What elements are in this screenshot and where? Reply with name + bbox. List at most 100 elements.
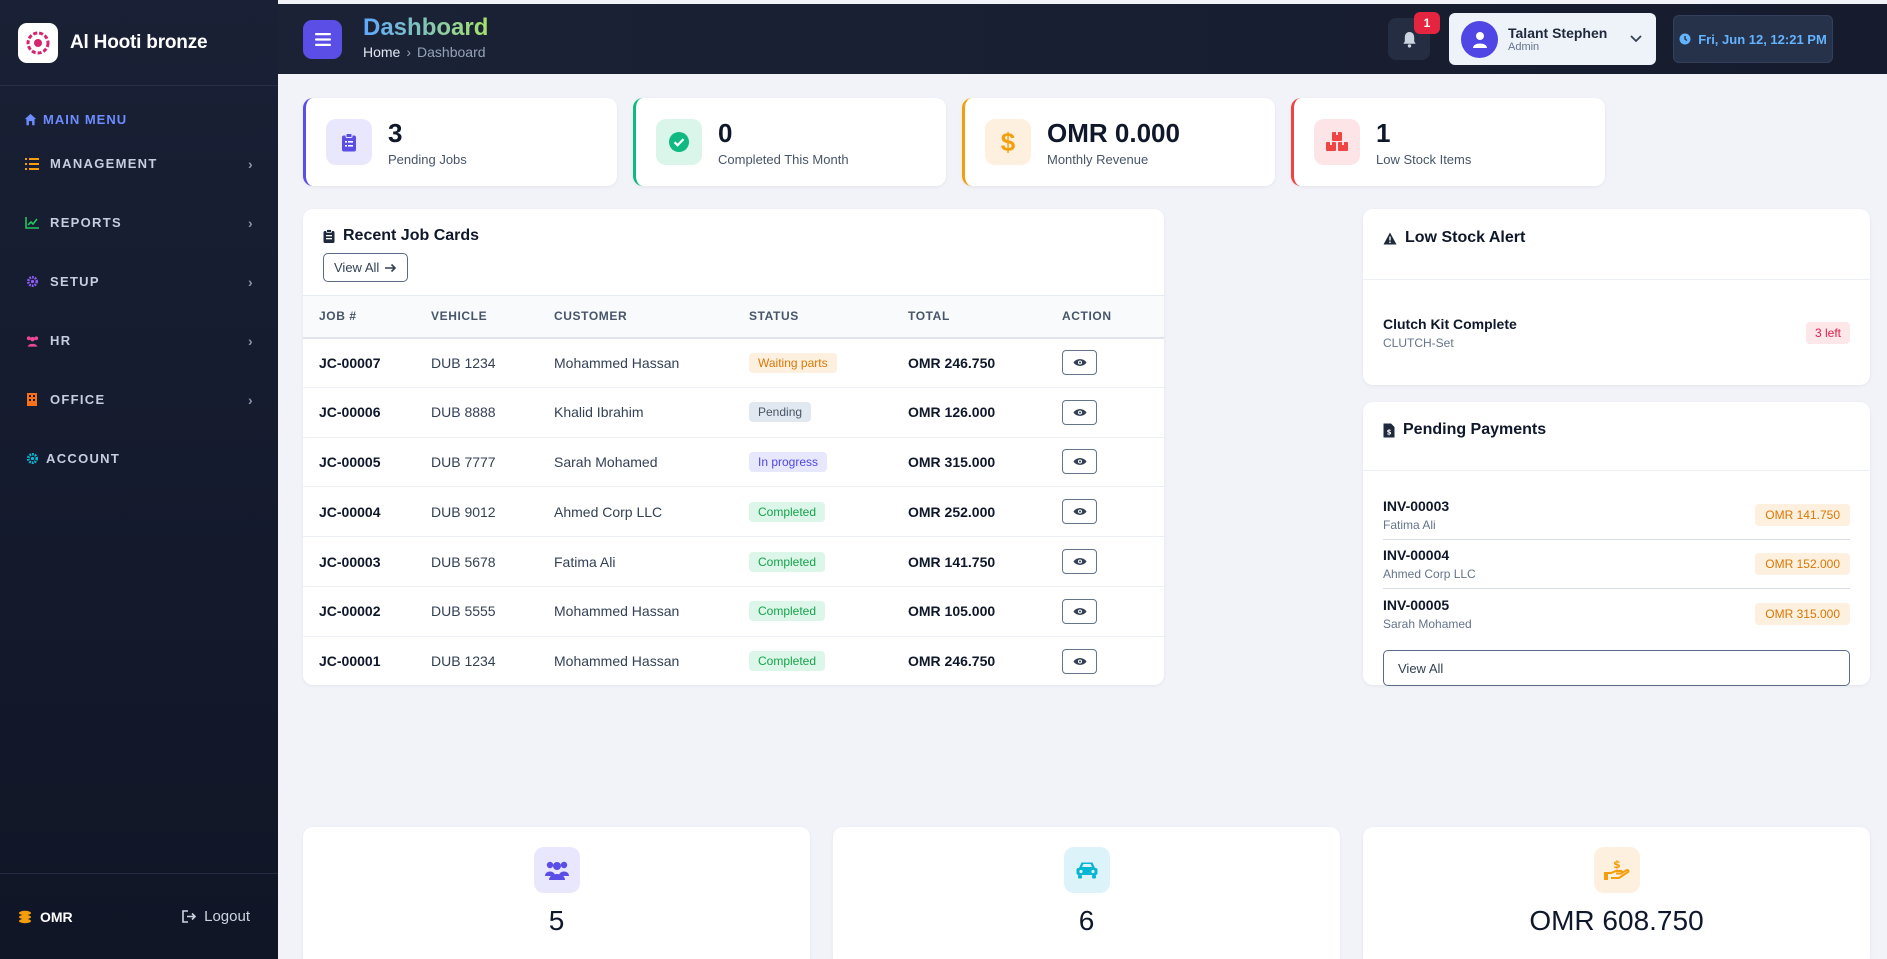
- panel-header: Low Stock Alert: [1363, 209, 1870, 280]
- stat-label: Pending Jobs: [388, 151, 467, 167]
- table-row[interactable]: JC-00003 DUB 5678 Fatima Ali Completed O…: [303, 536, 1164, 587]
- column-header[interactable]: VEHICLE: [431, 295, 554, 339]
- sidebar-item-management[interactable]: MANAGEMENT ›: [0, 134, 278, 193]
- chevron-right-icon: ›: [248, 214, 254, 231]
- bell-icon: [1402, 31, 1416, 48]
- table-row[interactable]: JC-00005 DUB 7777 Sarah Mohamed In progr…: [303, 437, 1164, 488]
- kpi-value: OMR 608.750: [1529, 905, 1704, 936]
- view-job-button[interactable]: [1062, 350, 1097, 376]
- view-all-jobs-button[interactable]: View All: [323, 253, 409, 282]
- kpi-value: 5: [548, 905, 565, 936]
- recent-job-cards-panel: Recent Job Cards View All JOB # VEHICLE …: [303, 209, 1164, 685]
- view-job-button[interactable]: [1062, 499, 1097, 525]
- status-badge: In progress: [749, 451, 828, 472]
- view-all-payments-button[interactable]: View All: [1383, 650, 1850, 686]
- view-job-button[interactable]: [1062, 598, 1097, 624]
- table-row[interactable]: JC-00002 DUB 5555 Mohammed Hassan Comple…: [303, 586, 1164, 637]
- status-cell: Waiting parts: [749, 337, 908, 388]
- job-cards-table: JOB # VEHICLE CUSTOMER STATUS TOTAL ACTI…: [303, 295, 1164, 685]
- status-cell: Completed: [749, 536, 908, 587]
- invoice-amount-badge: OMR 141.750: [1755, 504, 1850, 526]
- breadcrumb-home-link[interactable]: Home: [363, 44, 401, 60]
- column-header[interactable]: TOTAL: [908, 295, 1062, 339]
- breadcrumb: Home › Dashboard: [363, 44, 488, 60]
- job-total: OMR 246.750: [908, 653, 996, 670]
- view-job-button[interactable]: [1062, 449, 1097, 475]
- eye-icon: [1073, 359, 1086, 367]
- clock-icon: [1679, 33, 1691, 45]
- chart-line-icon: [24, 215, 40, 231]
- sidebar-item-label: ACCOUNT: [46, 451, 121, 466]
- column-header[interactable]: CUSTOMER: [554, 295, 749, 339]
- stat-label: Completed This Month: [718, 151, 849, 167]
- status-badge: Waiting parts: [749, 352, 837, 373]
- list-item[interactable]: INV-00005 Sarah Mohamed OMR 315.000: [1383, 589, 1850, 638]
- dollar-icon: $: [985, 119, 1031, 165]
- panel-title-text: Recent Job Cards: [343, 227, 480, 244]
- sidebar-item-setup[interactable]: SETUP ›: [0, 252, 278, 311]
- svg-text:$: $: [1387, 428, 1392, 436]
- sidebar-item-account[interactable]: ACCOUNT: [0, 429, 278, 488]
- vehicle-plate: DUB 1234: [431, 653, 496, 670]
- job-total: OMR 126.000: [908, 387, 1062, 438]
- view-job-button[interactable]: [1062, 549, 1097, 575]
- list-item[interactable]: Clutch Kit Complete CLUTCH-Set 3 left: [1363, 280, 1870, 350]
- sidebar-item-reports[interactable]: REPORTS ›: [0, 193, 278, 252]
- user-menu-button[interactable]: Talant Stephen Admin: [1449, 13, 1656, 65]
- table-row[interactable]: JC-00001 DUB 1234 Mohammed Hassan Comple…: [303, 636, 1164, 685]
- chevron-right-icon: ›: [248, 273, 254, 290]
- coins-icon: [19, 910, 31, 923]
- page-title: Dashboard: [363, 14, 489, 41]
- column-header[interactable]: STATUS: [749, 295, 908, 339]
- pending-payments-panel: $ Pending Payments INV-00003 Fatima Ali …: [1363, 402, 1870, 686]
- job-number: JC-00006: [303, 387, 431, 438]
- gear-icon: [24, 274, 40, 290]
- building-icon: [24, 392, 40, 408]
- sidebar: Al Hooti bronze MAIN MENU MANAGEMENT › R…: [0, 0, 278, 959]
- status-badge: Completed: [749, 601, 826, 622]
- panel-title: Recent Job Cards: [323, 227, 1144, 245]
- panel-title-text: Low Stock Alert: [1405, 229, 1526, 246]
- top-bar: Dashboard Home › Dashboard 1 Talant Step…: [278, 4, 1887, 74]
- gear-icon: [24, 451, 40, 467]
- panel-title: $ Pending Payments: [1383, 421, 1850, 439]
- stock-item-name: Clutch Kit Complete: [1383, 316, 1517, 332]
- currency-label: OMR: [40, 908, 73, 925]
- users-icon: [533, 847, 580, 893]
- status-badge: Completed: [749, 501, 826, 522]
- stat-value: 3: [388, 117, 403, 148]
- notifications-button[interactable]: 1: [1388, 12, 1440, 60]
- hamburger-icon: [314, 33, 331, 46]
- column-header[interactable]: ACTION: [1062, 295, 1164, 339]
- customer-name: Mohammed Hassan: [554, 337, 749, 388]
- svg-text:$: $: [1613, 859, 1621, 871]
- table-row[interactable]: JC-00006 DUB 8888 Khalid Ibrahim Pending…: [303, 387, 1164, 438]
- column-header[interactable]: JOB #: [303, 295, 431, 339]
- kpi-card-customers: 5: [303, 827, 810, 959]
- stat-label: Monthly Revenue: [1047, 151, 1149, 167]
- sidebar-item-hr[interactable]: HR ›: [0, 311, 278, 370]
- invoice-amount-badge: OMR 315.000: [1755, 602, 1850, 625]
- view-job-button[interactable]: [1062, 648, 1097, 674]
- list-item[interactable]: INV-00003 Fatima Ali OMR 141.750: [1383, 491, 1850, 540]
- kpi-value: 6: [1078, 905, 1095, 936]
- main-menu-heading: MAIN MENU: [0, 104, 278, 134]
- table-row[interactable]: JC-00004 DUB 9012 Ahmed Corp LLC Complet…: [303, 486, 1164, 538]
- user-info: Talant Stephen Admin: [1508, 25, 1630, 53]
- currency-indicator[interactable]: OMR: [18, 909, 73, 925]
- view-job-button[interactable]: [1062, 399, 1097, 425]
- stat-card-pending-jobs: 3 Pending Jobs: [303, 98, 617, 186]
- job-number: JC-00002: [303, 586, 431, 637]
- list-item[interactable]: INV-00004 Ahmed Corp LLC OMR 152.000: [1383, 540, 1850, 589]
- notification-count-badge: 1: [1414, 12, 1440, 34]
- brand[interactable]: Al Hooti bronze: [0, 0, 278, 86]
- vehicle-plate: DUB 5555: [431, 586, 554, 637]
- sidebar-item-label: OFFICE: [50, 392, 106, 407]
- logout-button[interactable]: Logout: [182, 908, 250, 925]
- menu-toggle-button[interactable]: [303, 20, 342, 59]
- invoice-customer: Fatima Ali: [1383, 518, 1436, 532]
- action-cell: [1062, 586, 1164, 637]
- table-row[interactable]: JC-00007 DUB 1234 Mohammed Hassan Waitin…: [303, 337, 1164, 388]
- stat-card-low-stock: 1 Low Stock Items: [1291, 98, 1605, 186]
- sidebar-item-office[interactable]: OFFICE ›: [0, 370, 278, 429]
